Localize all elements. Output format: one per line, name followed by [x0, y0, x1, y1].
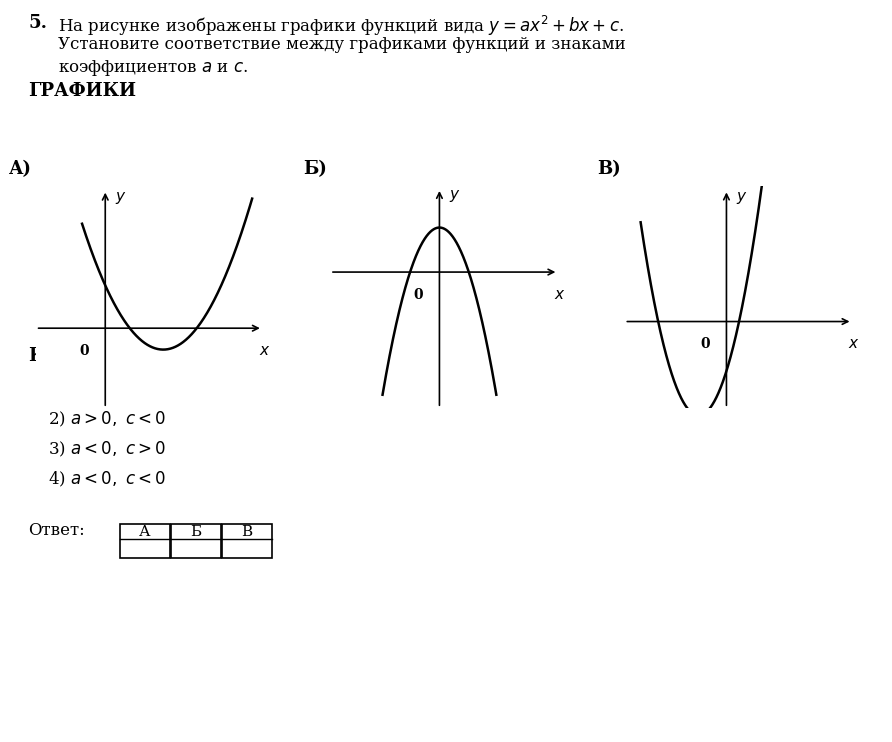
Bar [120, 524, 170, 558]
Text: Б): Б) [303, 160, 327, 178]
Text: 0: 0 [414, 288, 423, 302]
Text: $x$: $x$ [554, 288, 566, 302]
Bar [222, 524, 272, 558]
Text: Б: Б [190, 525, 202, 539]
Bar [171, 524, 221, 558]
Text: 4) $a < 0,\ c < 0$: 4) $a < 0,\ c < 0$ [48, 470, 167, 489]
Text: 0: 0 [79, 344, 89, 358]
Text: 0: 0 [700, 337, 710, 351]
Text: ГРАФИКИ: ГРАФИКИ [28, 82, 136, 100]
Text: $y$: $y$ [736, 189, 747, 206]
Text: 2) $a > 0,\ c < 0$: 2) $a > 0,\ c < 0$ [48, 410, 167, 430]
Text: Установите соответствие между графиками функций и знаками: Установите соответствие между графиками … [58, 36, 626, 53]
Text: $y$: $y$ [449, 188, 460, 204]
Text: А): А) [9, 160, 32, 178]
Text: коэффициентов $a$ и $c$.: коэффициентов $a$ и $c$. [58, 58, 248, 78]
Text: $y$: $y$ [114, 190, 126, 206]
Text: А: А [139, 525, 151, 539]
Text: Ответ:: Ответ: [28, 522, 85, 539]
Text: $x$: $x$ [848, 337, 860, 351]
Text: КОЭФФИЦИЕНТЫ: КОЭФФИЦИЕНТЫ [28, 347, 226, 365]
Text: В: В [242, 525, 252, 539]
Text: $x$: $x$ [259, 344, 270, 358]
Text: 3) $a < 0,\ c > 0$: 3) $a < 0,\ c > 0$ [48, 440, 167, 459]
Text: 1) $a > 0,\ c > 0$: 1) $a > 0,\ c > 0$ [48, 380, 167, 399]
Text: На рисунке изображены графики функций вида $y = ax^2 + bx + c$.: На рисунке изображены графики функций ви… [58, 14, 624, 38]
Text: В): В) [598, 160, 622, 178]
Text: 5.: 5. [28, 14, 47, 32]
